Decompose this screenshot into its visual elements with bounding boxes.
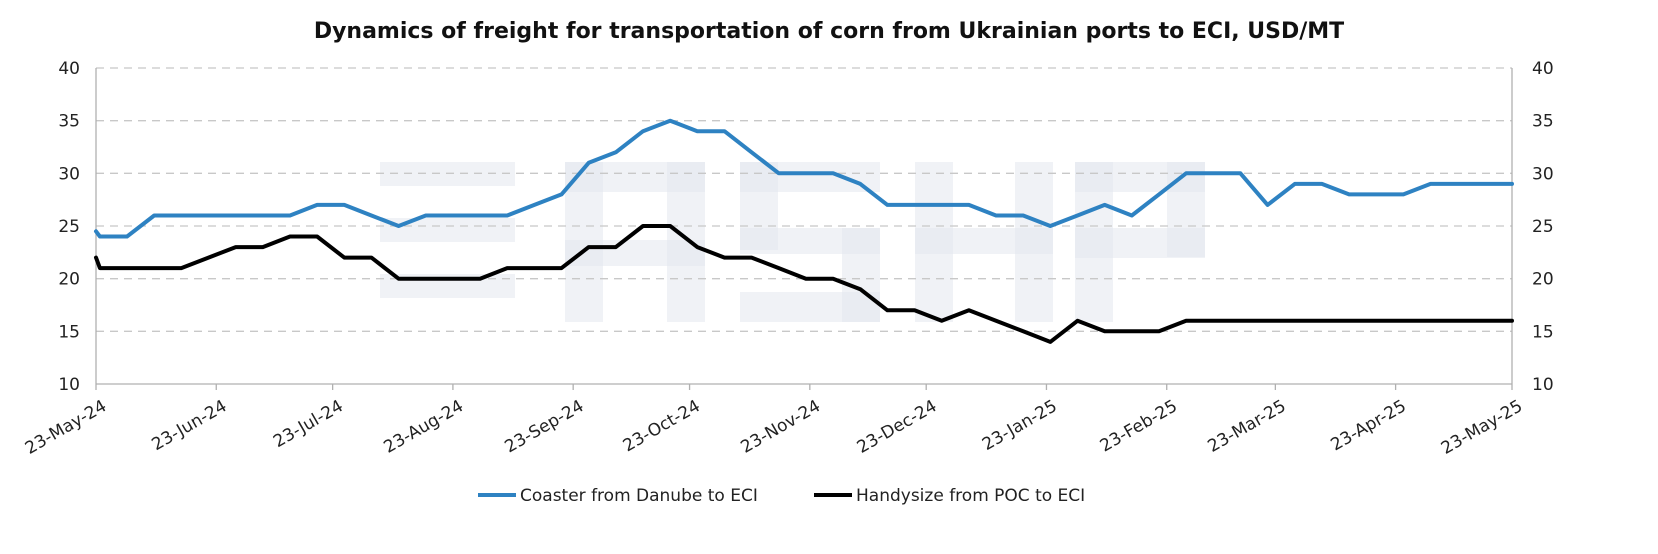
y-tick-label: 40 <box>58 59 80 79</box>
secondary-y-tick-label: 40 <box>1532 59 1554 79</box>
x-tick-label: 23-May-25 <box>1438 396 1526 459</box>
chart-title: Dynamics of freight for transportation o… <box>314 19 1344 44</box>
x-tick-label: 23-Feb-25 <box>1097 396 1181 456</box>
y-tick-label: 10 <box>58 375 80 395</box>
series-line-2 <box>94 224 1514 344</box>
secondary-y-tick-label: 35 <box>1532 112 1554 132</box>
secondary-y-tick-label: 10 <box>1532 375 1554 395</box>
legend-label: Handysize from POC to ECI <box>856 486 1085 506</box>
x-tick-label: 23-Nov-24 <box>738 396 824 457</box>
gridlines <box>96 67 1512 332</box>
x-tick-label: 23-May-24 <box>22 396 110 459</box>
series-lines <box>94 118 1514 344</box>
secondary-y-tick-label: 15 <box>1532 322 1554 342</box>
y-axis-ticks: 10 15 20 25 30 35 40 <box>58 59 80 395</box>
secondary-y-tick-label: 25 <box>1532 217 1554 237</box>
secondary-y-tick-label: 20 <box>1532 270 1554 290</box>
x-tick-label: 23-Jul-24 <box>270 396 347 452</box>
x-tick-label: 23-Apr-25 <box>1327 396 1409 455</box>
y-tick-label: 25 <box>58 217 80 237</box>
x-tick-label: 23-Jan-25 <box>979 396 1061 455</box>
x-tick-label: 23-Jun-24 <box>148 396 230 455</box>
secondary-y-axis-ticks: 10 15 20 25 30 35 40 <box>1532 59 1554 395</box>
watermark-logo <box>380 162 1205 322</box>
x-tick-label: 23-Aug-24 <box>381 396 468 458</box>
y-tick-label: 20 <box>58 270 80 290</box>
y-tick-label: 35 <box>58 112 80 132</box>
x-tick-label: 23-Sep-24 <box>501 396 587 457</box>
x-tick-label: 23-Dec-24 <box>854 396 941 458</box>
y-tick-label: 30 <box>58 164 80 184</box>
legend-item-2: Handysize from POC to ECI <box>814 486 1085 506</box>
legend: Coaster from Danube to ECI Handysize from… <box>478 486 1085 506</box>
x-axis-ticks: 23-May-24 23-Jun-24 23-Jul-24 23-Aug-24 23-S… <box>22 384 1526 459</box>
y-tick-label: 15 <box>58 322 80 342</box>
secondary-y-tick-label: 30 <box>1532 164 1554 184</box>
legend-item-1: Coaster from Danube to ECI <box>478 486 758 506</box>
series-line-1 <box>94 118 1514 239</box>
x-tick-label: 23-Oct-24 <box>620 396 704 456</box>
legend-label: Coaster from Danube to ECI <box>520 486 758 506</box>
x-tick-label: 23-Mar-25 <box>1205 396 1290 457</box>
